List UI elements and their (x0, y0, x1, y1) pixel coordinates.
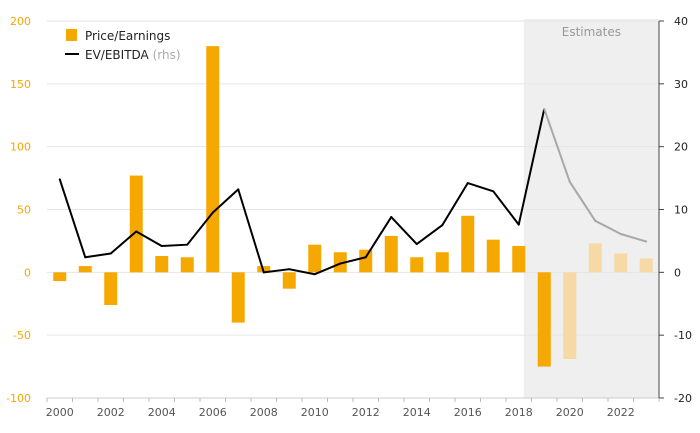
bar-price-earnings-2021 (588, 243, 602, 273)
bar-price-earnings-2010 (308, 244, 322, 273)
x-tick-label-2002: 2002 (97, 406, 125, 419)
point-ev-ebitda-2009 (288, 268, 291, 271)
bar-price-earnings-2017 (486, 239, 500, 273)
point-ev-ebitda-2005 (186, 243, 189, 246)
bar-price-earnings-2001 (78, 266, 92, 273)
point-ev-ebitda-2019 (543, 107, 546, 110)
bar-price-earnings-2022 (614, 253, 628, 273)
bar-price-earnings-2013 (384, 235, 398, 273)
y-left-tick-label: 200 (10, 15, 31, 28)
x-tick-label-2006: 2006 (199, 406, 227, 419)
x-tick-label-2012: 2012 (352, 406, 380, 419)
y-left-tick-label: 0 (24, 266, 31, 279)
point-ev-ebitda-2020 (568, 180, 571, 183)
bar-price-earnings-2009 (282, 272, 296, 289)
y-left-tick-label: 100 (10, 141, 31, 154)
point-ev-ebitda-2014 (415, 243, 418, 246)
point-ev-ebitda-2003 (135, 230, 138, 233)
x-tick-label-2020: 2020 (556, 406, 584, 419)
point-ev-ebitda-2016 (466, 182, 469, 185)
point-ev-ebitda-2013 (390, 216, 393, 219)
x-tick-label-2000: 2000 (46, 406, 74, 419)
x-tick-label-2004: 2004 (148, 406, 176, 419)
y-left-tick-label: -50 (13, 329, 31, 342)
bar-price-earnings-2002 (104, 272, 118, 306)
y-right-tick-label: 40 (674, 15, 688, 28)
point-ev-ebitda-2018 (517, 223, 520, 226)
point-ev-ebitda-2022 (619, 233, 622, 236)
point-ev-ebitda-2006 (211, 211, 214, 214)
point-ev-ebitda-2002 (109, 252, 112, 255)
point-ev-ebitda-2017 (492, 190, 495, 193)
bar-price-earnings-2003 (129, 175, 143, 273)
bar-price-earnings-2023 (639, 258, 653, 273)
x-tick-label-2010: 2010 (301, 406, 329, 419)
y-right-tick-label: 10 (674, 204, 688, 217)
bar-price-earnings-2015 (435, 252, 449, 273)
y-right-tick-label: -10 (674, 329, 692, 342)
bar-price-earnings-2011 (333, 252, 347, 273)
point-ev-ebitda-2021 (594, 219, 597, 222)
bar-price-earnings-2000 (53, 272, 67, 282)
point-ev-ebitda-2004 (160, 244, 163, 247)
y-left-tick-label: 50 (17, 204, 31, 217)
x-tick-label-2018: 2018 (505, 406, 533, 419)
x-tick-label-2022: 2022 (607, 406, 635, 419)
point-ev-ebitda-2015 (441, 224, 444, 227)
bar-price-earnings-2007 (231, 272, 245, 323)
y-left-tick-label: 150 (10, 78, 31, 91)
y-right-tick-label: -20 (674, 392, 692, 405)
legend-rhs-note: (rhs) (153, 48, 181, 62)
x-tick-label-2016: 2016 (454, 406, 482, 419)
legend-label-price-earnings: Price/Earnings (85, 29, 170, 43)
y-right-tick-label: 30 (674, 78, 688, 91)
line-ev-ebitda (58, 108, 546, 276)
estimates-label: Estimates (562, 25, 621, 39)
bar-price-earnings-2018 (512, 245, 526, 273)
legend-ev-ebitda-name: EV/EBITDA (85, 48, 150, 62)
point-ev-ebitda-2008 (262, 271, 265, 274)
point-ev-ebitda-2007 (237, 188, 240, 191)
x-tick-label-2008: 2008 (250, 406, 278, 419)
legend-label-ev-ebitda: EV/EBITDA (rhs) (85, 48, 181, 62)
bar-price-earnings-2006 (206, 46, 220, 273)
point-ev-ebitda-2011 (339, 262, 342, 265)
point-ev-ebitda-2000 (58, 178, 61, 181)
bar-price-earnings-2012 (359, 249, 373, 273)
legend: Price/Earnings EV/EBITDA (rhs) (65, 29, 181, 62)
x-tick-label-2014: 2014 (403, 406, 431, 419)
point-ev-ebitda-2012 (364, 256, 367, 259)
y-right-tick-label: 20 (674, 141, 688, 154)
bar-price-earnings-2019 (537, 272, 551, 367)
bar-price-earnings-2016 (461, 215, 475, 273)
line-series (58, 107, 648, 276)
bar-price-earnings-2020 (563, 272, 577, 360)
point-ev-ebitda-2010 (313, 273, 316, 276)
bar-price-earnings-2014 (410, 257, 424, 273)
y-left-tick-label: -100 (6, 392, 31, 405)
bar-price-earnings-2004 (155, 255, 169, 273)
point-ev-ebitda-2023 (645, 240, 648, 243)
point-ev-ebitda-2001 (84, 256, 87, 259)
y-right-tick-label: 0 (674, 266, 681, 279)
bar-price-earnings-2005 (180, 257, 194, 273)
legend-swatch-price-earnings (66, 29, 77, 41)
